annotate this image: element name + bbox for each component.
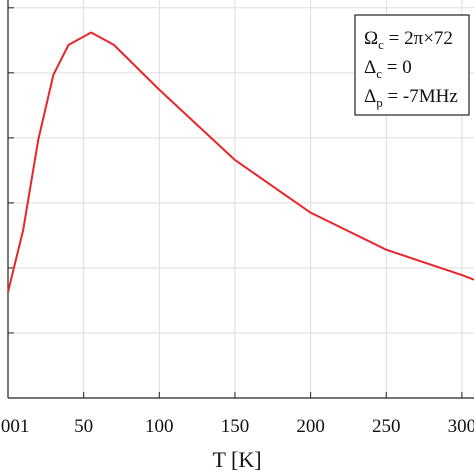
annotation-text: = 0 bbox=[382, 57, 412, 78]
annotation-subscript: c bbox=[378, 37, 384, 52]
x-tick-label: 50 bbox=[74, 416, 93, 437]
x-tick-label: 100 bbox=[145, 416, 174, 437]
annotation-subscript: c bbox=[376, 66, 382, 81]
x-tick-label: 300 bbox=[448, 416, 474, 437]
x-axis-label: T [K] bbox=[212, 447, 261, 472]
annotation: Δc = 0 bbox=[364, 57, 412, 81]
x-tick-label: 200 bbox=[296, 416, 325, 437]
annotation-symbol: Δ bbox=[364, 57, 376, 78]
annotation-subscript: p bbox=[376, 95, 383, 110]
x-tick-label: 250 bbox=[372, 416, 401, 437]
legend-box bbox=[354, 14, 470, 116]
annotation: Ωc = 2π×72 bbox=[364, 28, 453, 52]
annotation-text: = -7MHz bbox=[383, 86, 458, 107]
x-tick-label: 0.001 bbox=[0, 416, 29, 437]
annotation: Δp = -7MHz bbox=[364, 86, 458, 110]
x-tick-label: 150 bbox=[221, 416, 250, 437]
annotation-symbol: Ω bbox=[364, 28, 378, 49]
annotation-symbol: Δ bbox=[364, 86, 376, 107]
annotation-text: = 2π×72 bbox=[384, 28, 453, 49]
data-line bbox=[7, 31, 474, 293]
